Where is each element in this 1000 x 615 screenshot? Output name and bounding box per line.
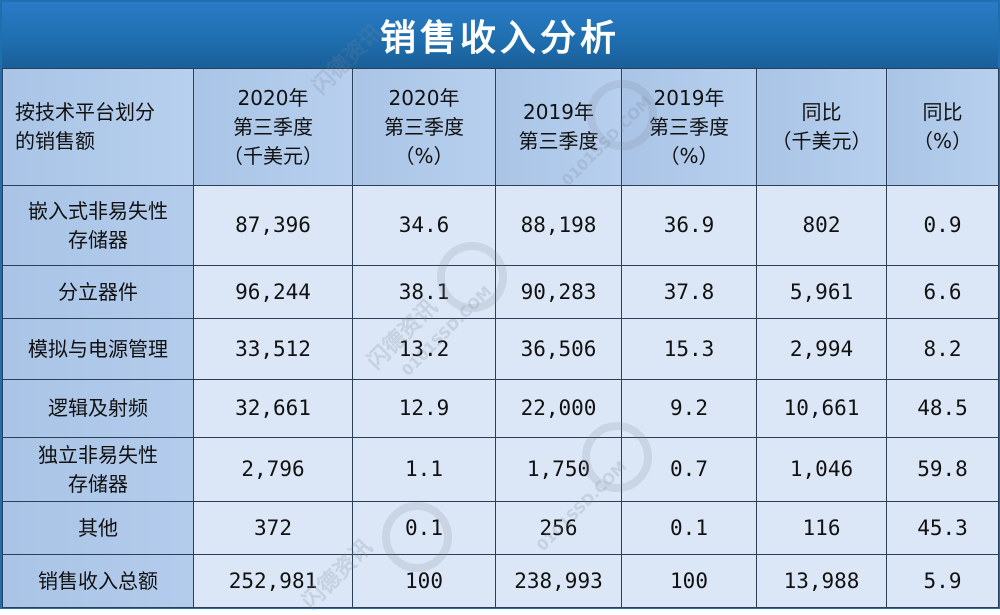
cell-line: 2019年 [523,100,594,124]
cell-line: 分立器件 [58,279,138,304]
column-header: 同比 （%） [886,68,999,186]
table-row: 分立器件 96,244 38.1 90,283 37.8 5,961 6.6 [2,265,999,319]
cell-line: 逻辑及射频 [48,396,148,420]
table-cell: 252,981 [193,554,353,608]
table-cell: 9.2 [621,379,757,438]
table-cell: 0.9 [886,185,999,266]
row-label: 其他 [2,501,194,555]
table-cell: 37.8 [621,265,757,319]
table-header-row: 按技术平台划分 的销售额 2020年 第三季度 （千美元） 2020年 第三季度 （%） 201… [2,68,999,186]
table-cell: 13.2 [352,318,496,380]
cell-line: 2020年 [388,85,460,110]
table-cell: 34.6 [352,185,496,266]
table-cell: 0.7 [621,437,757,502]
cell-line: 存储器 [68,471,128,496]
table-cell: 13,988 [756,554,887,608]
table-cell: 0.1 [621,501,757,555]
cell-line: 存储器 [68,227,128,252]
row-label: 分立器件 [2,265,194,319]
table-cell: 90,283 [495,265,622,319]
table-cell: 33,512 [193,318,353,380]
table-cell: 45.3 [886,501,999,555]
cell-line: 按技术平台划分 [15,100,155,124]
cell-line: 同比 [922,100,963,124]
table-cell: 1,750 [495,437,622,502]
row-label: 模拟与电源管理 [2,318,194,380]
cell-line: 模拟与电源管理 [28,336,168,361]
table-cell: 36.9 [621,185,757,266]
cell-line: 2020年 [237,85,309,110]
table-row: 模拟与电源管理 33,512 13.2 36,506 15.3 2,994 8.2 [2,318,999,380]
table-cell: 96,244 [193,265,353,319]
table-cell: 5.9 [886,554,999,608]
table-cell: 0.1 [352,501,496,555]
table-cell: 38.1 [352,265,496,319]
column-header: 2019年第三季度 [495,68,622,186]
cell-line: 2019年 [653,85,725,110]
table-cell: 2,994 [756,318,887,380]
table-cell: 5,961 [756,265,887,319]
cell-line: 第三季度 [518,129,599,153]
table-cell: 6.6 [886,265,999,319]
cell-line: （%） [394,143,454,168]
column-header: 2020年第三季度 （千美元） [193,68,353,186]
cell-line: 嵌入式非易失性 [28,198,168,223]
table-row: 逻辑及射频 32,661 12.9 22,000 9.2 10,661 48.5 [2,379,999,438]
row-label: 独立非易失性 存储器 [2,437,194,502]
column-header: 2020年第三季度 （%） [352,68,496,186]
table-cell: 88,198 [495,185,622,266]
table-cell: 48.5 [886,379,999,438]
cell-line: （千美元） [223,143,323,168]
table-cell: 22,000 [495,379,622,438]
cell-line: 其他 [78,515,118,540]
column-header: 按技术平台划分 的销售额 [2,68,194,186]
page-title: 销售收入分析 [379,18,620,59]
cell-line: （%） [912,129,972,153]
column-header: 同比 （千美元） [756,68,887,186]
sales-table: 按技术平台划分 的销售额 2020年 第三季度 （千美元） 2020年 第三季度 （%） 201… [2,68,999,608]
cell-line: （%） [659,143,719,168]
cell-line: 第三季度 [384,114,464,139]
table-cell: 36,506 [495,318,622,380]
table-cell: 10,661 [756,379,887,438]
table-cell: 372 [193,501,353,555]
table-cell: 59.8 [886,437,999,502]
cell-line: 的销售额 [15,129,95,153]
cell-line: 同比 [801,100,842,124]
table-cell: 32,661 [193,379,353,438]
table-cell: 100 [352,554,496,608]
row-label: 销售收入总额 [2,554,194,608]
cell-line: 第三季度 [649,114,729,139]
column-header: 2019年第三季度 （%） [621,68,757,186]
table-row: 独立非易失性 存储器 2,796 1.1 1,750 0.7 1,046 59.8 [2,437,999,502]
table-cell: 15.3 [621,318,757,380]
table-cell: 256 [495,501,622,555]
row-label: 嵌入式非易失性 存储器 [2,185,194,266]
table-cell: 1.1 [352,437,496,502]
table-cell: 8.2 [886,318,999,380]
table-cell: 2,796 [193,437,353,502]
cell-line: 销售收入总额 [38,568,158,593]
table-cell: 87,396 [193,185,353,266]
cell-line: （千美元） [771,129,872,153]
table-cell: 100 [621,554,757,608]
table-row: 其他 372 0.1 256 0.1 116 45.3 [2,501,999,555]
cell-line: 独立非易失性 [38,442,158,467]
table-row: 销售收入总额 252,981 100 238,993 100 13,988 5.9 [2,554,999,608]
title-bar: 销售收入分析 [2,2,998,68]
table-row: 嵌入式非易失性 存储器 87,396 34.6 88,198 36.9 802 0.9 [2,185,999,266]
table-cell: 238,993 [495,554,622,608]
table-cell: 802 [756,185,887,266]
row-label: 逻辑及射频 [2,379,194,438]
table-cell: 116 [756,501,887,555]
cell-line: 第三季度 [233,114,313,139]
table-cell: 12.9 [352,379,496,438]
table-cell: 1,046 [756,437,887,502]
